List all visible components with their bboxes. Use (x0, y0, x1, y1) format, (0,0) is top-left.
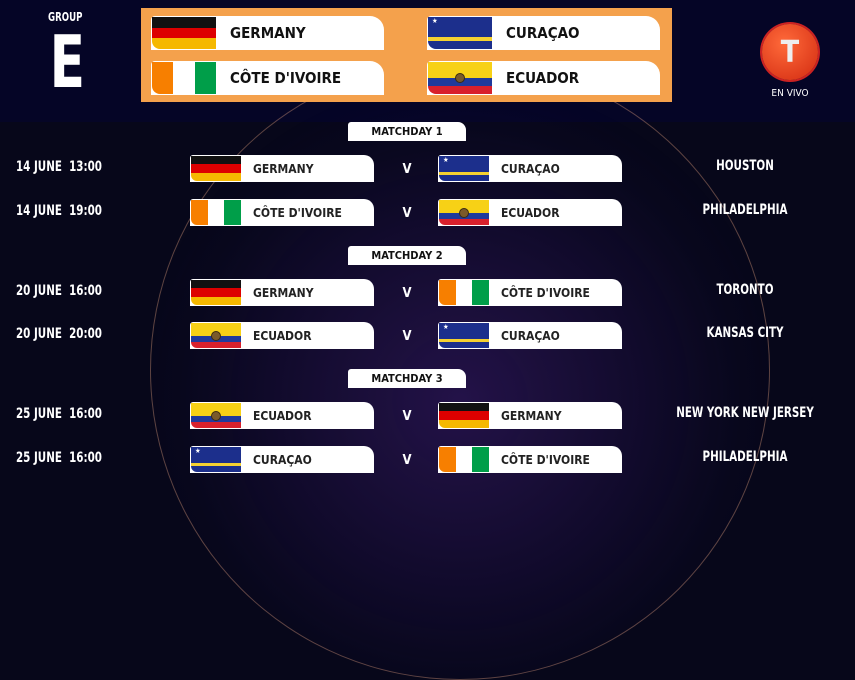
curacao-flag-icon (439, 156, 489, 181)
group-team: CÔTE D'IVOIRE (151, 61, 384, 95)
home-team: CURAÇAO (190, 446, 374, 473)
team-name: ECUADOR (253, 328, 312, 343)
match-date: 14 JUNE 13:00 (16, 159, 102, 175)
ecuador-flag-icon (439, 200, 489, 225)
away-team: CÔTE D'IVOIRE (438, 446, 622, 473)
team-name: CURAÇAO (506, 24, 580, 42)
team-name: CÔTE D'IVOIRE (253, 205, 342, 220)
team-name: GERMANY (501, 408, 562, 423)
home-team: ECUADOR (190, 322, 374, 349)
team-name: ECUADOR (253, 408, 312, 423)
cote-divoire-flag-icon (152, 62, 216, 94)
away-team: CURAÇAO (438, 322, 622, 349)
team-name: CURAÇAO (501, 161, 560, 176)
match-date: 25 JUNE 16:00 (16, 406, 102, 422)
away-team: CURAÇAO (438, 155, 622, 182)
curacao-flag-icon (191, 447, 241, 472)
team-name: GERMANY (253, 285, 314, 300)
ecuador-flag-icon (191, 403, 241, 428)
match-venue: TORONTO (716, 282, 774, 298)
match-venue: KANSAS CITY (706, 325, 784, 341)
versus-label: V (402, 453, 412, 468)
germany-flag-icon (152, 17, 216, 49)
team-name: ECUADOR (501, 205, 560, 220)
matchday-label: MATCHDAY 1 (348, 122, 466, 141)
live-label: EN VIVO (771, 88, 809, 99)
home-team: CÔTE D'IVOIRE (190, 199, 374, 226)
cote-divoire-flag-icon (191, 200, 241, 225)
matchday-label: MATCHDAY 2 (348, 246, 466, 265)
match-venue: PHILADELPHIA (702, 449, 788, 465)
home-team: GERMANY (190, 155, 374, 182)
matchday-label: MATCHDAY 3 (348, 369, 466, 388)
team-name: CÔTE D'IVOIRE (501, 285, 590, 300)
team-name: ECUADOR (506, 69, 580, 87)
match-date: 20 JUNE 16:00 (16, 283, 102, 299)
versus-label: V (402, 409, 412, 424)
team-name: GERMANY (230, 24, 306, 42)
ecuador-flag-icon (428, 62, 492, 94)
group-letter: E (49, 20, 86, 104)
germany-flag-icon (191, 156, 241, 181)
germany-flag-icon (439, 403, 489, 428)
team-name: GERMANY (253, 161, 314, 176)
versus-label: V (402, 162, 412, 177)
away-team: ECUADOR (438, 199, 622, 226)
team-name: CÔTE D'IVOIRE (501, 452, 590, 467)
match-venue: NEW YORK NEW JERSEY (676, 405, 814, 421)
match-date: 14 JUNE 19:00 (16, 203, 102, 219)
away-team: GERMANY (438, 402, 622, 429)
channel-logo: T (762, 24, 818, 80)
group-team: ECUADOR (427, 61, 660, 95)
cote-divoire-flag-icon (439, 447, 489, 472)
versus-label: V (402, 286, 412, 301)
cote-divoire-flag-icon (439, 280, 489, 305)
curacao-flag-icon (428, 17, 492, 49)
home-team: ECUADOR (190, 402, 374, 429)
away-team: CÔTE D'IVOIRE (438, 279, 622, 306)
team-name: CURAÇAO (501, 328, 560, 343)
germany-flag-icon (191, 280, 241, 305)
ecuador-flag-icon (191, 323, 241, 348)
group-team: CURAÇAO (427, 16, 660, 50)
group-team: GERMANY (151, 16, 384, 50)
team-name: CURAÇAO (253, 452, 312, 467)
match-date: 20 JUNE 20:00 (16, 326, 102, 342)
versus-label: V (402, 206, 412, 221)
match-venue: PHILADELPHIA (702, 202, 788, 218)
curacao-flag-icon (439, 323, 489, 348)
versus-label: V (402, 329, 412, 344)
group-label: GROUP (48, 10, 83, 24)
match-date: 25 JUNE 16:00 (16, 450, 102, 466)
team-name: CÔTE D'IVOIRE (230, 69, 342, 87)
match-venue: HOUSTON (716, 158, 774, 174)
home-team: GERMANY (190, 279, 374, 306)
